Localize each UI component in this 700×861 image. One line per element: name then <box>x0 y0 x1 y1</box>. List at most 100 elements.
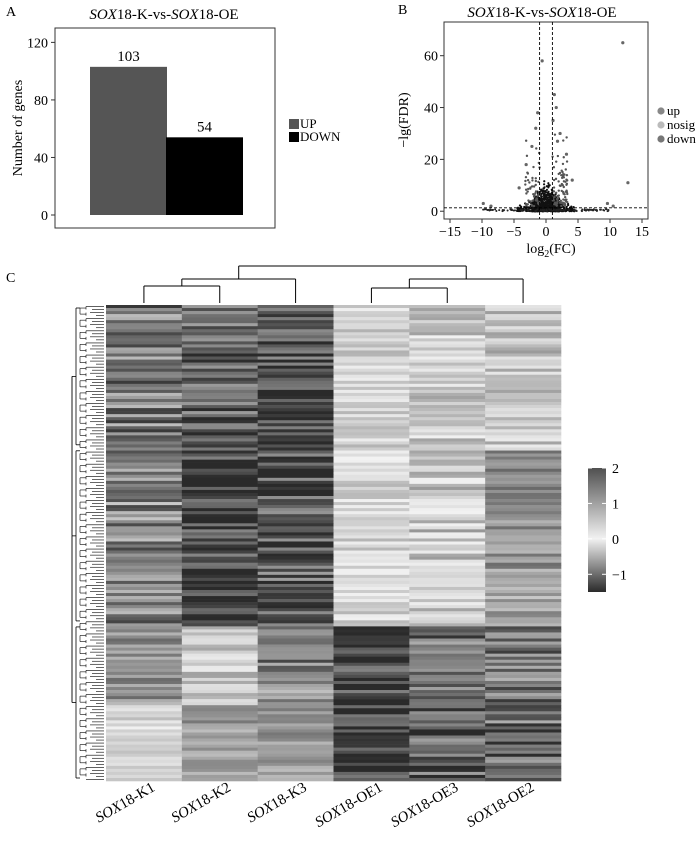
heatmap-cell <box>485 593 562 597</box>
heatmap-cell <box>106 514 183 518</box>
color-scale-tick-label: 1 <box>612 497 619 512</box>
heatmap-cell <box>409 320 486 324</box>
volcano-point <box>561 162 565 166</box>
heatmap-cell <box>333 486 410 491</box>
heatmap-cell <box>257 398 334 403</box>
volcano-outlier-point <box>536 111 540 115</box>
heatmap-cell <box>181 611 258 615</box>
heatmap-cell <box>333 426 410 430</box>
volcano-y-tick-label: 20 <box>424 153 438 168</box>
heatmap-cell <box>181 456 258 460</box>
heatmap-cell <box>409 411 486 415</box>
heatmap-cell <box>485 356 562 360</box>
heatmap-column-label: SOX18-OE3 <box>388 780 461 831</box>
heatmap-cell <box>409 529 486 533</box>
heatmap-cell <box>409 647 486 651</box>
heatmap-cell <box>409 335 486 339</box>
heatmap-cell <box>485 426 562 430</box>
heatmap-cell <box>181 492 258 497</box>
heatmap-cell <box>106 368 183 373</box>
heatmap-cell <box>181 341 258 345</box>
heatmap-cell <box>485 696 562 700</box>
heatmap-cell <box>181 668 258 673</box>
heatmap-cell <box>409 547 486 551</box>
volcano-point <box>531 176 534 180</box>
heatmap-cell <box>485 353 562 357</box>
heatmap-cell <box>257 526 334 530</box>
heatmap-cell <box>106 405 183 409</box>
volcano-x-tick-label: −5 <box>507 225 522 240</box>
heatmap-cell <box>181 568 258 573</box>
heatmap-cell <box>485 687 562 691</box>
volcano-point <box>524 188 528 191</box>
heatmap-cell <box>409 520 486 524</box>
volcano-point <box>552 166 556 169</box>
heatmap-cell <box>106 471 183 476</box>
heatmap-cell <box>485 371 562 376</box>
heatmap-cell <box>181 526 258 530</box>
heatmap-cell <box>181 620 258 624</box>
heatmap-cell <box>409 508 486 512</box>
color-scale-tick-label: 2 <box>612 462 619 477</box>
heatmap-cell <box>181 350 258 354</box>
heatmap-cell <box>181 714 258 718</box>
volcano-point <box>547 186 550 189</box>
heatmap-cell <box>257 368 334 373</box>
heatmap-cell <box>106 635 183 639</box>
heatmap-cell <box>257 596 334 600</box>
heatmap-cell <box>485 647 562 651</box>
heatmap-cell <box>181 414 258 418</box>
volcano-point <box>566 192 569 196</box>
heatmap-cell <box>181 359 258 363</box>
heatmap-cell <box>333 338 410 342</box>
heatmap-cell <box>181 356 258 360</box>
heatmap-cell <box>485 580 562 585</box>
heatmap-cell <box>333 453 410 457</box>
volcano-point <box>565 183 568 186</box>
heatmap-cell <box>106 402 183 406</box>
volcano-point <box>564 208 567 211</box>
heatmap-cell <box>333 568 410 573</box>
heatmap-cell <box>409 759 486 764</box>
heatmap-cell <box>257 720 334 724</box>
heatmap-cell <box>257 753 334 758</box>
heatmap-cell <box>409 680 486 685</box>
bar-y-tick-label: 0 <box>41 209 48 224</box>
volcano-x-tick-label: −15 <box>439 225 461 240</box>
heatmap-cell <box>106 444 183 448</box>
heatmap-cell <box>485 544 562 548</box>
heatmap-cell <box>257 538 334 542</box>
heatmap-cell <box>257 511 334 515</box>
heatmap-cell <box>409 365 486 369</box>
heatmap-cell <box>181 523 258 527</box>
heatmap-cell <box>106 423 183 427</box>
heatmap-cell <box>181 565 258 570</box>
heatmap-cell <box>333 765 410 770</box>
heatmap-cell <box>485 474 562 479</box>
volcano-outlier-point <box>552 92 556 97</box>
heatmap-cell <box>106 744 183 748</box>
heatmap-cell <box>485 565 562 570</box>
heatmap-cell <box>106 502 183 506</box>
heatmap-cell <box>181 759 258 764</box>
heatmap-cell <box>333 623 410 627</box>
heatmap-cell <box>333 605 410 609</box>
heatmap-cell <box>409 486 486 491</box>
heatmap-cell <box>409 717 486 721</box>
heatmap-cell <box>257 529 334 533</box>
heatmap-cell <box>409 741 486 745</box>
heatmap-cell <box>409 344 486 348</box>
heatmap-cell <box>257 644 334 648</box>
volcano-point <box>516 209 519 212</box>
heatmap-cell <box>409 408 486 412</box>
heatmap-cell <box>333 535 410 539</box>
heatmap-cell <box>181 589 258 594</box>
volcano-point <box>524 183 527 186</box>
heatmap-cell <box>333 559 410 564</box>
heatmap-cell <box>106 750 183 755</box>
volcano-point <box>539 188 543 191</box>
heatmap-cell <box>181 326 258 330</box>
panel-b: B SOX18-K-vs-SOX18-OE −lg(FDR) log2(FC) … <box>397 3 696 260</box>
volcano-point <box>529 210 532 213</box>
